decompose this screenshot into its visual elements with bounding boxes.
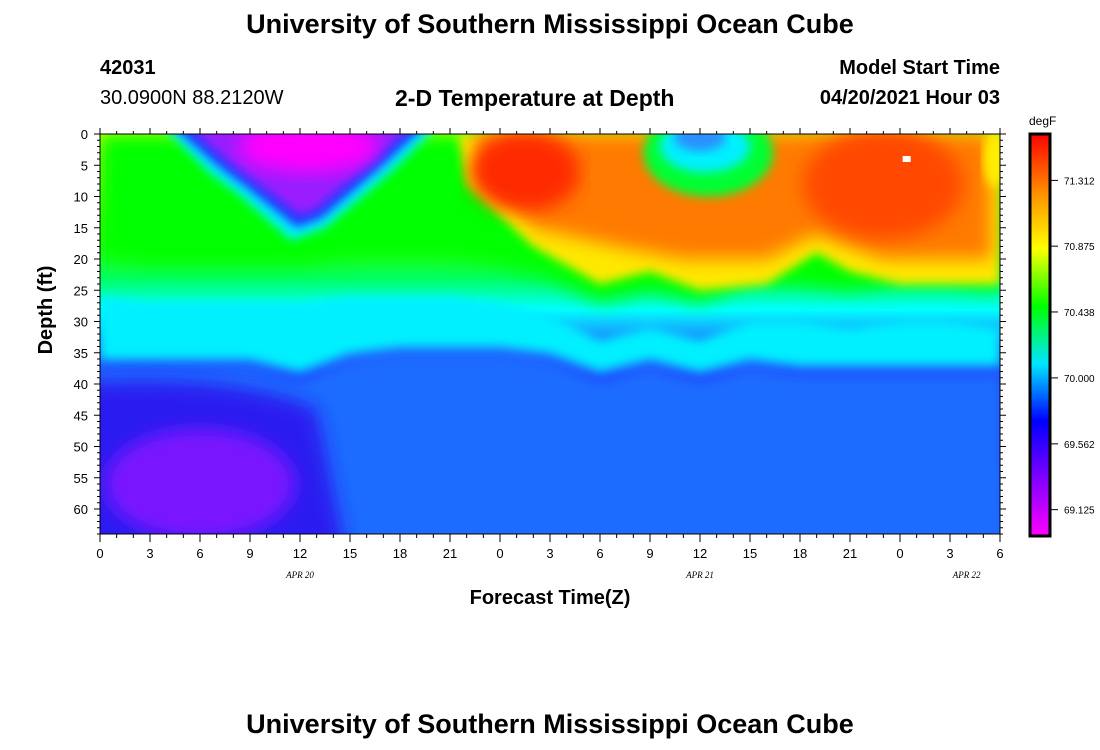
plot-title: 2-D Temperature at Depth (395, 85, 675, 111)
warm-core-a (470, 134, 580, 212)
colorbar-tick-label: 70.000 (1064, 374, 1095, 385)
y-tick-label: 60 (74, 502, 88, 517)
x-tick-label: 9 (646, 546, 653, 561)
colorbar-tick-label: 69.562 (1064, 440, 1095, 451)
y-tick-label: 50 (74, 440, 88, 455)
footer-title: University of Southern Mississippi Ocean… (246, 709, 854, 739)
x-tick-label: 9 (246, 546, 253, 561)
warm-edge-right (983, 134, 1000, 187)
y-tick-label: 45 (74, 408, 88, 423)
y-tick-label: 35 (74, 346, 88, 361)
model-start-label: Model Start Time (839, 57, 1000, 79)
x-tick-label: 18 (393, 546, 407, 561)
y-tick-label: 5 (81, 158, 88, 173)
y-tick-label: 0 (81, 127, 88, 142)
x-tick-label: 18 (793, 546, 807, 561)
x-tick-label: 3 (946, 546, 953, 561)
x-tick-label: 6 (996, 546, 1003, 561)
cold-intrusion-magenta (238, 134, 379, 173)
colorbar-tick-label: 69.125 (1064, 506, 1095, 517)
colorbar-tick-label: 70.438 (1064, 308, 1095, 319)
x-tick-label: 3 (146, 546, 153, 561)
x-tick-label: 6 (596, 546, 603, 561)
x-tick-label: 0 (96, 546, 103, 561)
y-tick-label: 25 (74, 283, 88, 298)
y-tick-label: 15 (74, 221, 88, 236)
model-start-value: 04/20/2021 Hour 03 (819, 87, 1000, 109)
colorbar: 71.312 70.875 70.438 70.000 69.562 69.125 (1028, 132, 1095, 538)
thermocline-band (100, 259, 1000, 372)
warm-core-b (803, 134, 964, 239)
y-axis-label: Depth (ft) (35, 266, 57, 355)
x-tick-label: 6 (196, 546, 203, 561)
colorbar-tick-label: 70.875 (1064, 242, 1095, 253)
x-tick-label: 0 (896, 546, 903, 561)
x-tick-label: 0 (496, 546, 503, 561)
x-tick-label: 12 (293, 546, 307, 561)
colorbar-unit: degF (1029, 114, 1057, 128)
x-tick-label: 15 (343, 546, 357, 561)
y-tick-label: 10 (74, 190, 88, 205)
x-date-label: APR 20 (285, 570, 314, 580)
y-tick-label: 55 (74, 471, 88, 486)
station-id: 42031 (100, 57, 156, 79)
cool-intrusion-core (674, 134, 726, 152)
colorbar-ramp (1028, 132, 1052, 538)
x-tick-label: 12 (693, 546, 707, 561)
x-tick-label: 21 (443, 546, 457, 561)
heatmap-field (100, 134, 1000, 534)
y-tick-label: 30 (74, 315, 88, 330)
x-tick-label: 3 (546, 546, 553, 561)
x-tick-label: 21 (843, 546, 857, 561)
y-tick-label: 40 (74, 377, 88, 392)
x-tick-label: 15 (743, 546, 757, 561)
deep-cold-core (105, 429, 295, 534)
x-date-label: APR 22 (952, 570, 981, 580)
y-tick-label: 20 (74, 252, 88, 267)
x-date-label: APR 21 (685, 570, 714, 580)
colorbar-tick-label: 71.312 (1064, 176, 1095, 187)
station-location: 30.0900N 88.2120W (100, 87, 284, 109)
page-title: University of Southern Mississippi Ocean… (246, 9, 854, 39)
position-marker (902, 156, 911, 162)
x-axis-label: Forecast Time(Z) (470, 587, 631, 609)
